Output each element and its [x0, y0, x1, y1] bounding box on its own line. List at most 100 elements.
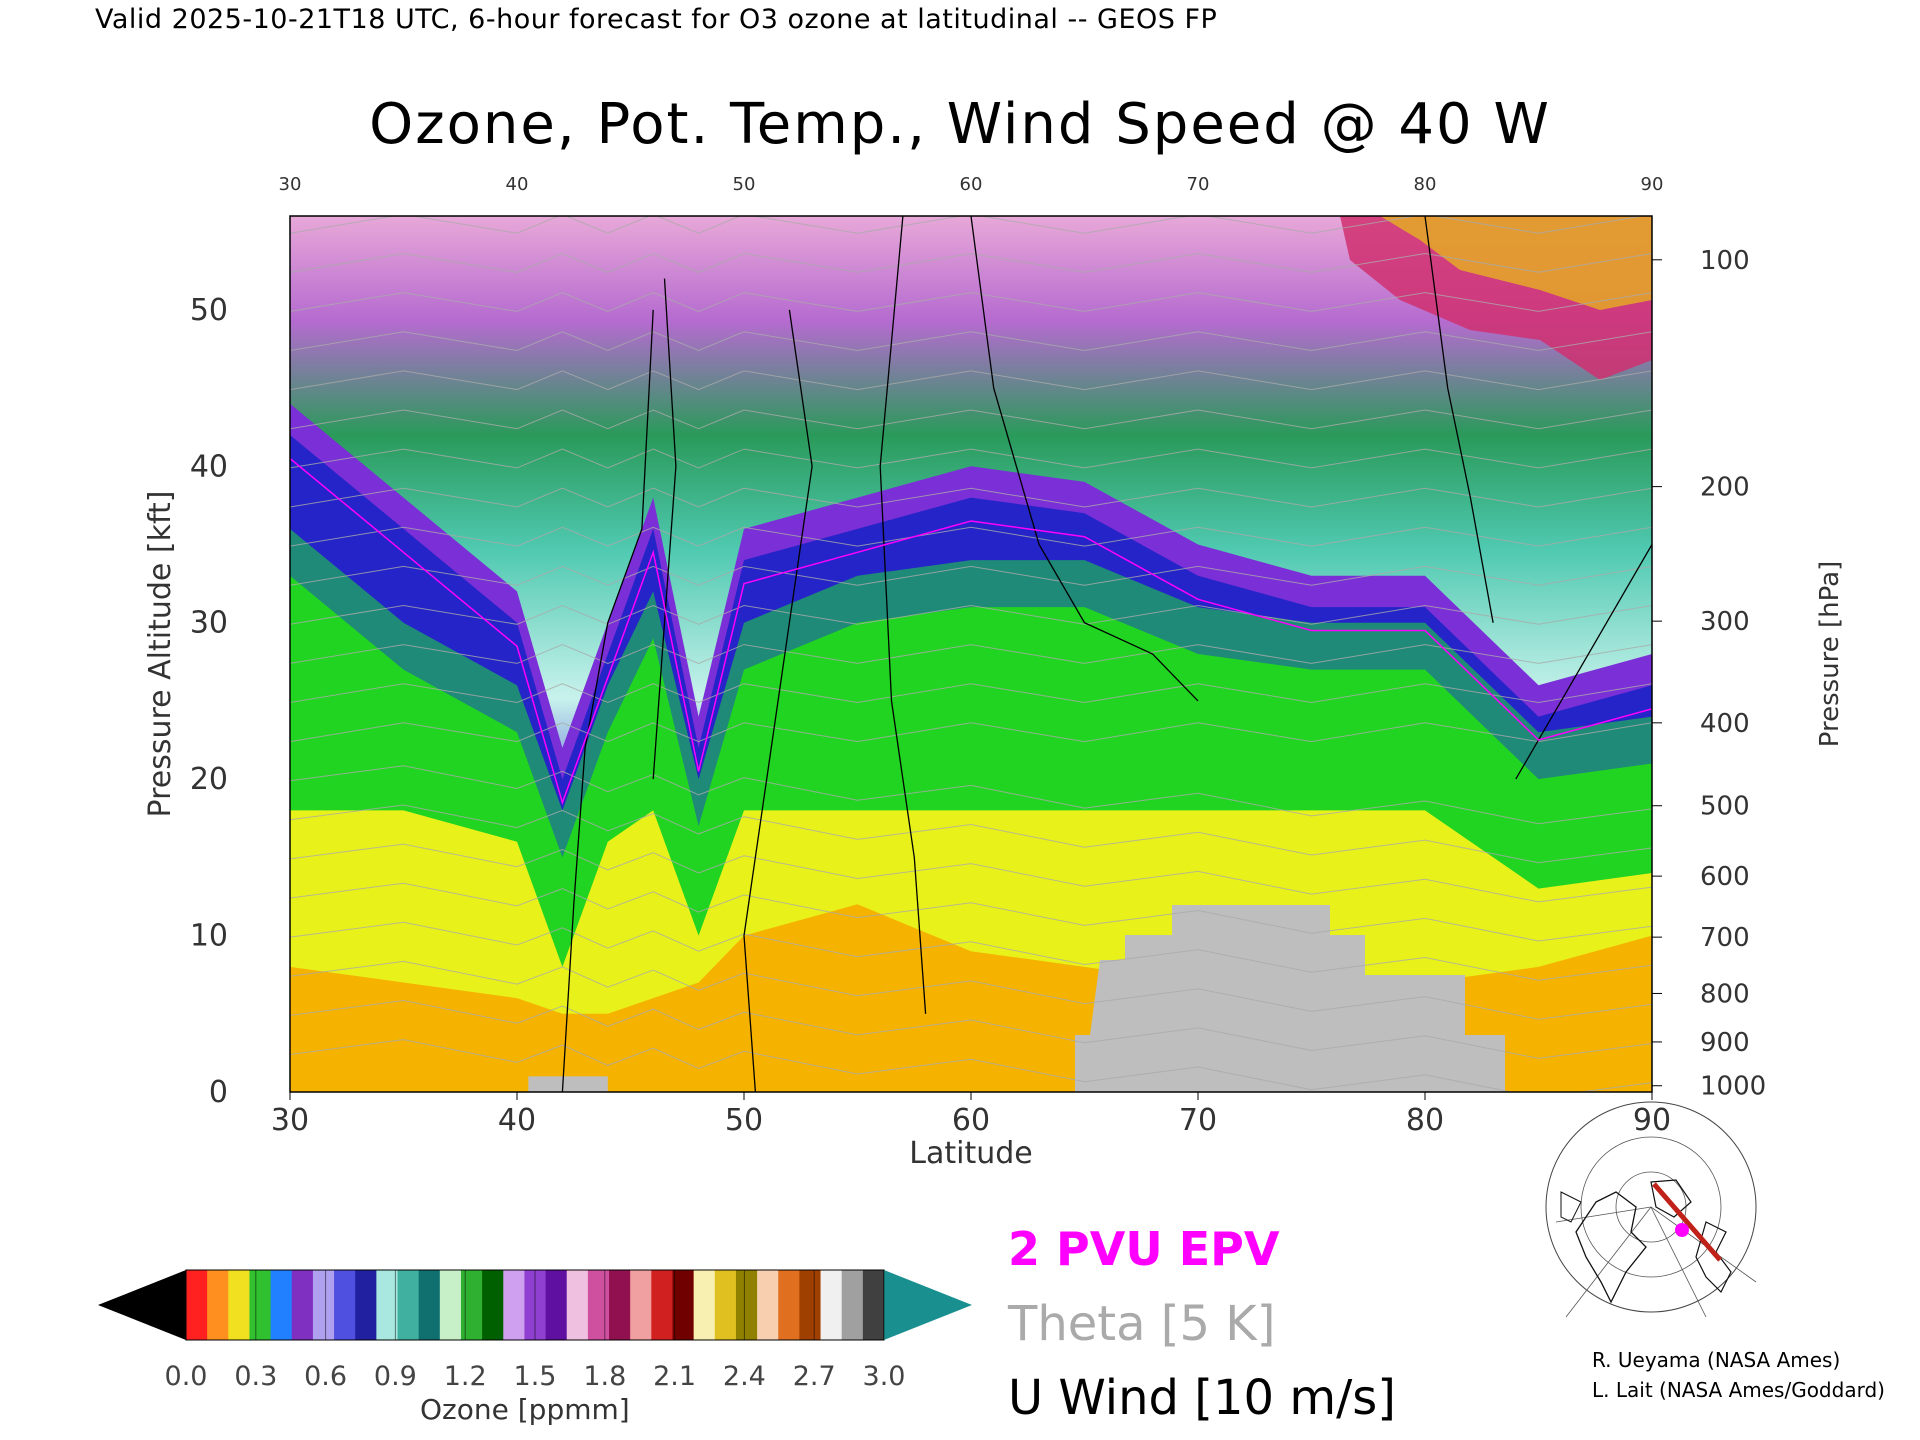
colorbar-swatch	[862, 1270, 885, 1340]
theta-contour	[290, 921, 1652, 981]
y-tick-label: 30	[190, 606, 228, 641]
pressure-tick-label: 100	[1700, 246, 1750, 276]
colorbar-swatch	[735, 1270, 758, 1340]
wind-contour	[970, 216, 1199, 702]
y-tick-label: 50	[190, 293, 228, 328]
colorbar-high-arrow	[884, 1270, 972, 1340]
colorbar-swatch	[651, 1270, 674, 1340]
theta-contour	[290, 882, 1652, 942]
colorbar-swatch	[503, 1270, 526, 1340]
colorbar-swatch	[376, 1270, 399, 1340]
top-tick-label: 70	[1187, 174, 1210, 195]
colorbar-swatch	[312, 1270, 335, 1340]
legend-theta: Theta [5 K]	[1008, 1296, 1276, 1352]
x-tick-label: 90	[1633, 1103, 1671, 1138]
epv-contour	[290, 457, 1652, 806]
theta-contour	[290, 722, 1652, 743]
x-tick-label: 50	[725, 1103, 763, 1138]
legend-wind: U Wind [10 m/s]	[1008, 1370, 1397, 1426]
wind-contour	[1424, 216, 1494, 623]
colorbar-swatch	[291, 1270, 314, 1340]
colorbar-low-arrow	[98, 1270, 186, 1340]
pressure-tick-label: 900	[1700, 1028, 1750, 1058]
ozone-band-high-gold	[1380, 216, 1652, 310]
colorbar-tick-label: 0.0	[165, 1361, 208, 1392]
wind-contour	[879, 216, 927, 1014]
x-tick-label: 70	[1179, 1103, 1217, 1138]
theta-contour	[290, 683, 1652, 704]
terrain-mask-small	[528, 1076, 608, 1092]
colorbar-swatch	[820, 1270, 843, 1340]
credit-line-1: R. Ueyama (NASA Ames)	[1592, 1348, 1841, 1372]
legend-epv: 2 PVU EPV	[1008, 1222, 1280, 1276]
colorbar-swatch	[545, 1270, 568, 1340]
theta-contour	[290, 216, 1646, 234]
colorbar-swatch	[397, 1270, 420, 1340]
y-tick-label: 20	[190, 762, 228, 797]
pressure-tick-label: 600	[1700, 862, 1750, 892]
x-tick-label: 80	[1406, 1103, 1444, 1138]
top-tick-label: 40	[506, 174, 529, 195]
inset-map	[1545, 1101, 1757, 1318]
colorbar-swatch	[566, 1270, 589, 1340]
top-tick-label: 90	[1641, 174, 1664, 195]
colorbar-label: Ozone [ppmm]	[420, 1393, 630, 1426]
theta-contour	[290, 448, 1652, 469]
colorbar-swatch	[418, 1270, 441, 1340]
theta-contour	[290, 804, 1652, 864]
theta-contour	[290, 292, 1652, 312]
pressure-tick-label: 500	[1700, 792, 1750, 822]
top-tick-label: 80	[1414, 174, 1437, 195]
pressure-tick-label: 300	[1700, 607, 1750, 637]
colorbar-swatch	[672, 1270, 695, 1340]
wind-contour	[561, 309, 654, 1092]
x-axis-label: Latitude	[909, 1136, 1032, 1171]
x-tick-label: 40	[498, 1103, 536, 1138]
colorbar-tick-label: 1.2	[444, 1361, 487, 1392]
colorbar-swatch	[841, 1270, 864, 1340]
colorbar-tick-label: 0.3	[234, 1361, 277, 1392]
colorbar-swatch	[482, 1270, 504, 1340]
colorbar-tick-label: 2.7	[793, 1361, 836, 1392]
theta-contour	[290, 604, 1652, 625]
map-point	[1675, 1223, 1689, 1237]
theta-contour	[290, 487, 1652, 508]
header-text: Valid 2025-10-21T18 UTC, 6-hour forecast…	[95, 4, 1218, 35]
pressure-tick-label: 1000	[1700, 1072, 1766, 1102]
colorbar-swatch	[334, 1270, 356, 1340]
colorbar-swatch	[439, 1270, 462, 1340]
colorbar-swatch	[270, 1270, 293, 1340]
top-tick-label: 50	[733, 174, 756, 195]
colorbar-swatch	[630, 1270, 652, 1340]
colorbar-swatch	[778, 1270, 800, 1340]
colorbar-tick-label: 2.1	[653, 1361, 696, 1392]
pressure-tick-label: 700	[1700, 923, 1750, 953]
colorbar-swatch	[714, 1270, 737, 1340]
pressure-tick-label: 400	[1700, 709, 1750, 739]
x-tick-label: 60	[952, 1103, 990, 1138]
theta-contour	[290, 409, 1652, 430]
y-axis-label: Pressure Altitude [kft]	[143, 491, 178, 818]
map-transect-line	[1652, 1182, 1722, 1262]
theta-contour	[290, 1039, 1652, 1092]
pressure-tick-label: 800	[1700, 979, 1750, 1009]
colorbar-swatch	[587, 1270, 610, 1340]
colorbar-swatch	[207, 1270, 229, 1340]
colorbar-swatch	[228, 1270, 251, 1340]
colorbar-tick-label: 0.6	[304, 1361, 347, 1392]
y-tick-label: 10	[190, 919, 228, 954]
colorbar-swatch	[757, 1270, 779, 1340]
theta-contour	[290, 765, 1652, 825]
colorbar-swatch	[249, 1270, 272, 1340]
y-tick-label: 0	[209, 1075, 228, 1110]
colorbar-swatch	[186, 1270, 208, 1340]
chart-title: Ozone, Pot. Temp., Wind Speed @ 40 W	[369, 92, 1551, 157]
theta-contour	[290, 331, 1652, 352]
colorbar-swatch	[460, 1270, 483, 1340]
x-tick-label: 30	[271, 1103, 309, 1138]
colorbar-tick-label: 0.9	[374, 1361, 417, 1392]
wind-contour	[652, 278, 677, 780]
top-tick-label: 30	[279, 174, 302, 195]
colorbar-tick-label: 3.0	[863, 1361, 906, 1392]
